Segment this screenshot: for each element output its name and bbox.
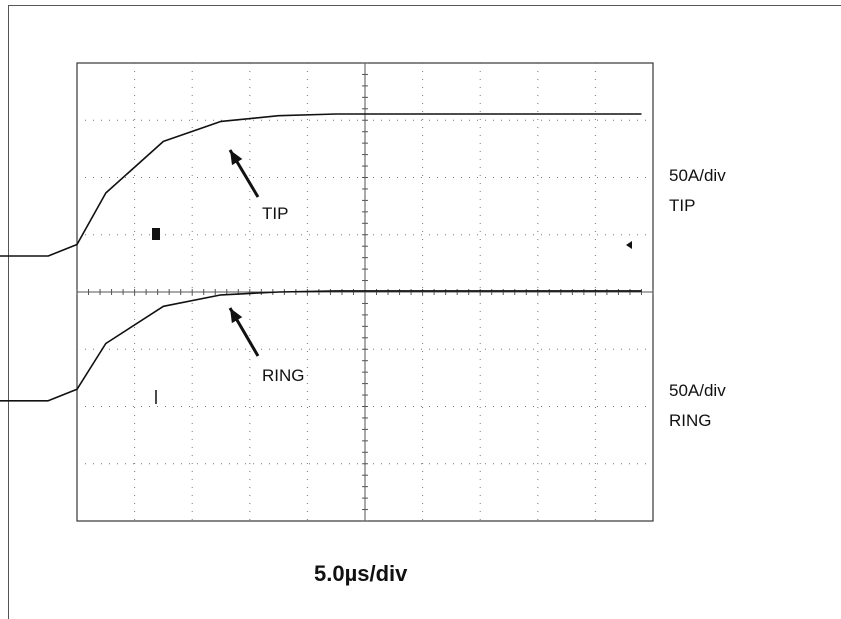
ring-annotation: RING — [262, 366, 305, 385]
tip-channel-label: TIP — [669, 196, 696, 215]
ring-channel-label: RING — [669, 411, 712, 430]
ring-arrow-head — [230, 308, 243, 324]
ring-scale-label: 50A/div — [669, 381, 726, 400]
x-axis-label: 5.0µs/div — [314, 561, 408, 586]
ring-trace — [0, 290, 642, 402]
tip-arrow-head — [230, 150, 243, 166]
tip-scale-label: 50A/div — [669, 166, 726, 185]
tip-trace — [0, 113, 642, 257]
figure-frame — [8, 5, 841, 619]
level-marker — [626, 241, 632, 249]
trigger-marker — [152, 228, 160, 240]
tip-annotation: TIP — [262, 204, 288, 223]
